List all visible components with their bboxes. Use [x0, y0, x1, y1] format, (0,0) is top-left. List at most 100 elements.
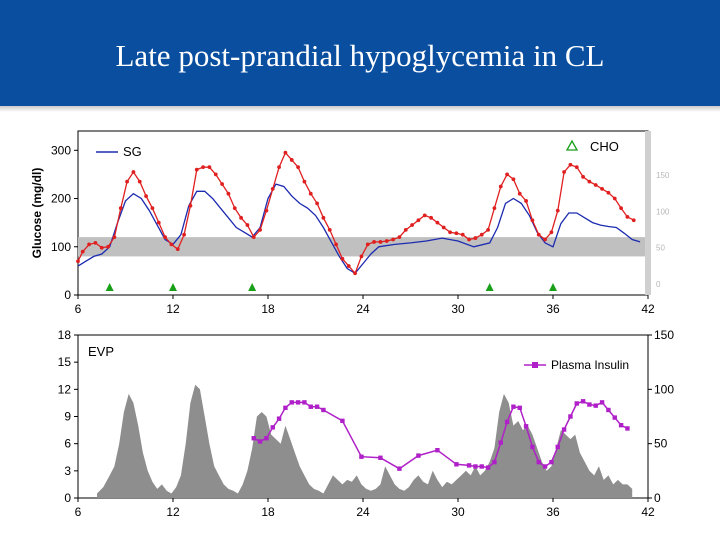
cho-point — [194, 167, 199, 172]
cho-point — [245, 223, 250, 227]
cho-point — [587, 179, 592, 184]
glucose-x-tick-label: 12 — [166, 302, 180, 316]
insulin-point — [454, 462, 459, 467]
insulin-y2-tick-label: 100 — [654, 382, 674, 396]
insulin-point — [498, 440, 503, 445]
insulin-point — [435, 447, 440, 453]
insulin-point — [479, 464, 484, 469]
glucose-right-tick-label: 0 — [656, 280, 661, 289]
insulin-y-tick-label: 0 — [64, 491, 71, 505]
cho-point — [612, 196, 617, 201]
insulin-point — [283, 405, 288, 411]
insulin-point — [555, 444, 560, 450]
cho-point — [296, 165, 300, 170]
cho-point — [99, 245, 104, 250]
cho-point — [321, 215, 326, 220]
insulin-x-tick-label: 30 — [451, 505, 465, 519]
glucose-y-tick-label: 100 — [51, 240, 71, 254]
cho-point — [517, 191, 522, 196]
insulin-point — [618, 422, 624, 428]
cho-point — [188, 203, 193, 208]
glucose-x-tick-label: 18 — [261, 302, 275, 316]
cho-point — [327, 227, 332, 232]
insulin-point — [599, 400, 605, 405]
insulin-point — [517, 405, 522, 411]
cho-point — [207, 165, 212, 170]
insulin-point — [340, 418, 345, 424]
insulin-point — [568, 414, 573, 419]
insulin-point — [308, 404, 313, 409]
cho-point — [454, 231, 459, 236]
insulin-y2-tick-label: 0 — [654, 491, 661, 505]
cho-point — [460, 232, 465, 237]
insulin-x-tick-label: 24 — [356, 505, 370, 519]
cho-point — [125, 179, 129, 184]
insulin-point — [289, 400, 294, 405]
cho-point — [416, 218, 421, 223]
glucose-right-tick-label: 150 — [656, 171, 670, 180]
cho-point — [530, 218, 535, 223]
insulin-point — [542, 464, 548, 469]
insulin-x-tick-label: 6 — [75, 505, 82, 519]
cho-point — [169, 242, 174, 247]
title-band-shadow — [0, 106, 720, 112]
cho-point — [524, 199, 528, 203]
cho-point — [340, 256, 345, 261]
cho-point — [308, 191, 313, 196]
cho-point — [486, 227, 490, 232]
cho-point — [498, 184, 503, 189]
insulin-point — [314, 404, 320, 409]
insulin-point — [549, 459, 554, 465]
cho-point — [315, 201, 319, 206]
cho-point — [182, 232, 186, 237]
insulin-x-ticks: 6 12 18 24 30 36 42 — [75, 498, 655, 519]
insulin-point — [485, 465, 491, 470]
cho-point — [581, 174, 585, 179]
insulin-point — [580, 399, 586, 404]
cho-point — [334, 242, 338, 247]
cho-point — [619, 206, 623, 211]
cho-point — [441, 225, 446, 230]
cho-point — [353, 271, 357, 276]
insulin-point — [264, 436, 269, 441]
insulin-point — [561, 427, 567, 432]
glucose-x-tick-label: 36 — [546, 302, 560, 316]
cho-point — [631, 218, 636, 223]
cho-point — [251, 235, 256, 240]
insulin-point — [270, 425, 275, 430]
cho-point — [505, 172, 509, 177]
cho-point — [543, 237, 547, 242]
cho-point — [549, 230, 554, 235]
insulin-y-tick-label: 6 — [64, 437, 71, 451]
glucose-right-tick-label: 100 — [656, 207, 670, 216]
meal-marker-triangle-icon — [105, 283, 114, 291]
evp-area — [97, 384, 633, 498]
legend-insulin-label: Plasma Insulin — [551, 358, 629, 372]
legend-insulin-marker — [532, 362, 538, 368]
meal-marker-triangle-icon — [549, 283, 557, 291]
insulin-y2-tick-label: 150 — [654, 328, 674, 342]
meal-marker-triangle-icon — [485, 283, 494, 291]
insulin-point — [574, 401, 579, 406]
cho-point — [80, 249, 85, 254]
glucose-y-tick-label: 200 — [51, 192, 71, 206]
insulin-point — [321, 407, 326, 413]
cho-point — [258, 227, 262, 232]
cho-point — [239, 215, 243, 220]
cho-point — [479, 232, 484, 237]
insulin-y-tick-label: 3 — [64, 464, 71, 478]
cho-point — [568, 162, 573, 167]
cho-series-points — [76, 150, 636, 276]
cho-point — [467, 237, 471, 242]
glucose-y-tick-label: 0 — [64, 288, 71, 302]
legend-cho-triangle-icon — [565, 139, 579, 151]
glucose-x-tick-label: 30 — [451, 302, 465, 316]
glucose-y-axis-label: Glucose (mg/dl) — [30, 168, 44, 259]
cho-point — [536, 232, 541, 237]
insulin-point — [466, 463, 472, 468]
glucose-y-ticks: 0 100 200 300 — [51, 143, 78, 302]
insulin-y-tick-label: 15 — [58, 355, 72, 369]
cho-point — [562, 170, 566, 174]
insulin-point — [378, 455, 383, 460]
cho-point — [175, 247, 180, 252]
